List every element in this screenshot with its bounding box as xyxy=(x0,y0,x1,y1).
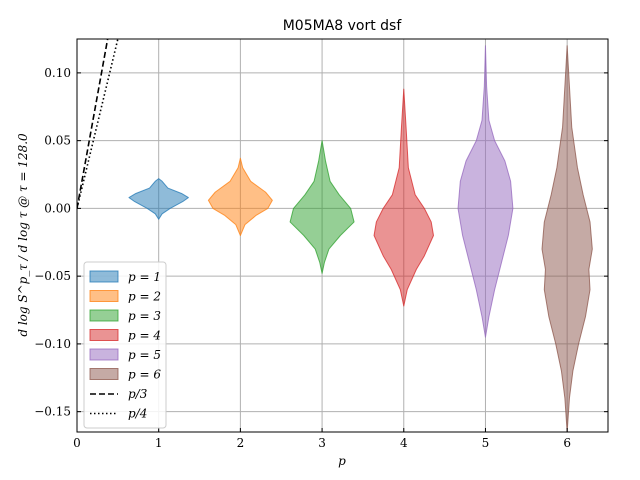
y-tick-label-0: −0.15 xyxy=(34,405,71,419)
violin-p4 xyxy=(373,88,434,307)
x-axis-ticks: 0 1 2 3 4 5 6 xyxy=(73,428,571,450)
legend-swatch-p3 xyxy=(89,309,119,322)
x-tick-label-6: 6 xyxy=(563,436,571,450)
legend-label-p5: p = 5 xyxy=(128,348,161,362)
x-tick-label-5: 5 xyxy=(482,436,490,450)
chart-title: M05MA8 vort dsf xyxy=(283,18,403,34)
x-tick-label-2: 2 xyxy=(237,436,245,450)
x-tick-label-4: 4 xyxy=(400,436,408,450)
x-tick-label-0: 0 xyxy=(73,436,81,450)
violin-p5 xyxy=(457,45,514,338)
x-axis-label: p xyxy=(338,454,346,468)
violin-p1 xyxy=(128,178,189,220)
violins xyxy=(128,45,593,432)
y-tick-label-2: −0.05 xyxy=(34,269,71,283)
legend-label-line-1: p/3 xyxy=(128,387,148,401)
x-tick-label-3: 3 xyxy=(318,436,326,450)
y-tick-label-4: 0.05 xyxy=(44,134,71,148)
reference-line-1 xyxy=(77,39,109,209)
y-axis-label: d log S^p_τ / d log τ @ τ = 128.0 xyxy=(16,133,30,337)
legend-swatch-p1 xyxy=(89,270,119,283)
reference-line-2 xyxy=(77,39,119,209)
legend-swatch-p5 xyxy=(89,348,119,361)
y-tick-label-3: 0.00 xyxy=(44,201,71,215)
y-tick-label-1: −0.10 xyxy=(34,337,71,351)
y-axis-ticks: −0.15 −0.10 −0.05 0.00 0.05 0.10 xyxy=(34,66,608,419)
violin-p6 xyxy=(541,45,593,432)
x-tick-label-1: 1 xyxy=(155,436,163,450)
legend-swatch-p2 xyxy=(89,290,119,302)
legend-swatch-p4 xyxy=(89,329,119,341)
violin-p2 xyxy=(207,157,273,236)
violin-p3 xyxy=(289,140,355,274)
legend-label-p2: p = 2 xyxy=(128,290,161,304)
reference-lines xyxy=(77,39,119,209)
legend-label-line-2: p/4 xyxy=(128,407,147,421)
legend-swatch-p6 xyxy=(89,368,119,380)
legend-label-p1: p = 1 xyxy=(128,270,161,284)
legend-label-p4: p = 4 xyxy=(128,329,161,343)
y-tick-label-5: 0.10 xyxy=(44,66,71,80)
legend-box xyxy=(83,261,167,429)
legend-label-p3: p = 3 xyxy=(128,309,161,323)
plot-frame xyxy=(76,38,609,433)
legend: p = 1 p = 2 p = 3 p = 4 p = 5 p = 6 p/3 p/4 xyxy=(83,261,167,429)
legend-label-p6: p = 6 xyxy=(128,368,161,382)
